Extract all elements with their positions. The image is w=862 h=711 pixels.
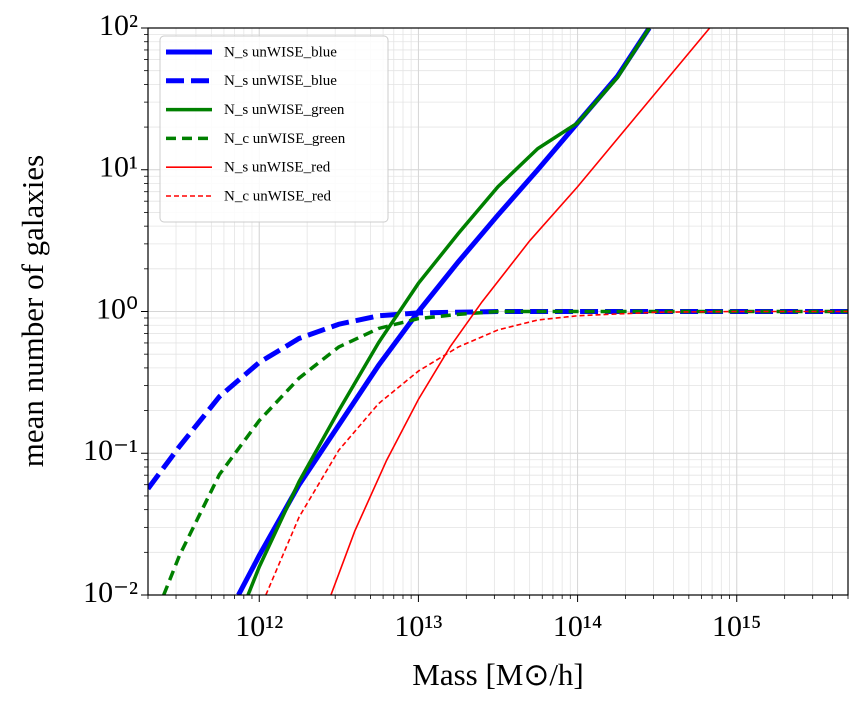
y-tick-label: 10² — [99, 9, 138, 42]
x-tick-label: 10¹⁴ — [553, 610, 602, 643]
series-line — [246, 28, 651, 595]
x-axis-label: Mass [M⊙/h] — [412, 657, 584, 692]
series-line — [148, 309, 848, 491]
series-line — [330, 28, 711, 595]
legend-label: N_s unWISE_blue — [224, 44, 337, 60]
legend-label: N_s unWISE_blue — [224, 73, 337, 89]
ticks: 10¹² 10¹³ 10¹⁴ 10¹⁵ 10⁻² 10⁻¹ 10⁰ 10¹ 10² — [83, 9, 849, 643]
y-tick-label: 10⁰ — [96, 292, 138, 325]
plot-lines — [148, 28, 848, 595]
series-line — [162, 309, 848, 595]
y-tick-label: 10¹ — [99, 151, 138, 184]
legend-label: N_c unWISE_green — [224, 131, 346, 147]
legend-box — [159, 35, 389, 223]
legend-label: N_s unWISE_green — [224, 102, 345, 118]
x-tick-label: 10¹² — [235, 610, 283, 643]
y-axis-label: mean number of galaxies — [15, 155, 50, 467]
y-tick-label: 10⁻² — [83, 576, 138, 609]
series-line — [265, 310, 848, 595]
x-tick-label: 10¹⁵ — [712, 610, 761, 643]
x-tick-label: 10¹³ — [394, 610, 442, 643]
y-tick-label: 10⁻¹ — [83, 434, 138, 467]
legend-label: N_c unWISE_red — [224, 188, 332, 204]
legend-label: N_s unWISE_red — [224, 160, 331, 176]
legend: N_s unWISE_blue N_s unWISE_blue N_s unWISE… — [159, 35, 389, 223]
